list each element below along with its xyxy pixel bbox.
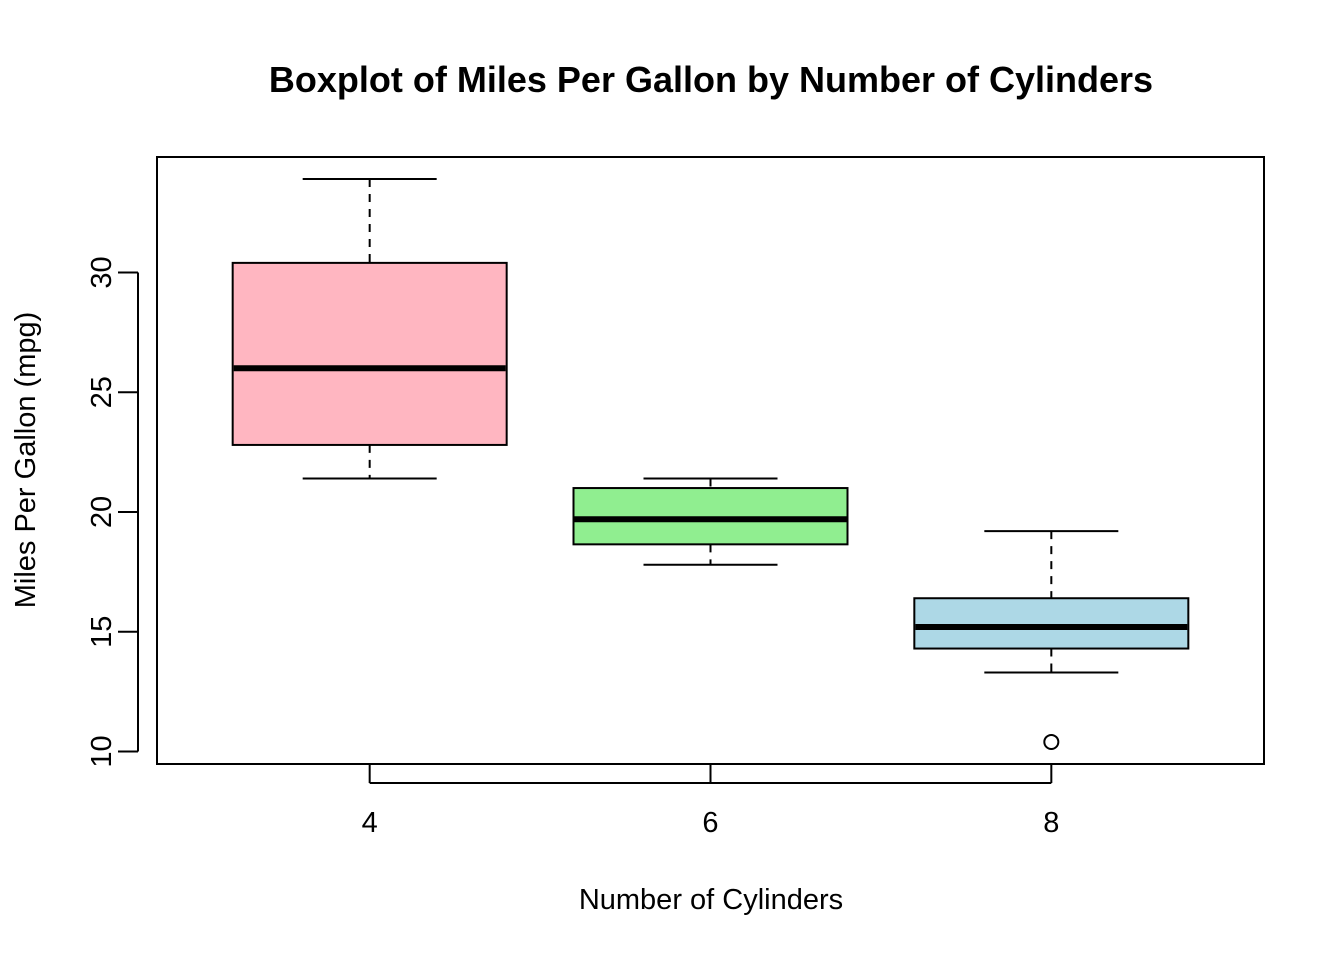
x-axis: 4 6 8 xyxy=(362,764,1059,839)
box-body xyxy=(231,261,508,446)
y-axis-label: Miles Per Gallon (mpg) xyxy=(10,312,42,609)
x-tick-label: 4 xyxy=(362,807,378,839)
x-tick-label: 8 xyxy=(1043,807,1059,839)
y-tick-label: 15 xyxy=(86,616,118,648)
x-axis-label: Number of Cylinders xyxy=(579,884,843,916)
box-group-4 xyxy=(231,178,508,480)
chart-title: Boxplot of Miles Per Gallon by Number of… xyxy=(269,59,1153,100)
y-axis: 10 15 20 25 30 xyxy=(86,256,139,768)
box-group-6 xyxy=(572,477,849,566)
x-tick-label: 6 xyxy=(702,807,718,839)
y-tick-label: 10 xyxy=(86,735,118,767)
y-tick-label: 30 xyxy=(86,256,118,288)
y-tick-label: 20 xyxy=(86,496,118,528)
box-group-8 xyxy=(913,530,1190,750)
box-series xyxy=(231,178,1190,750)
y-tick-label: 25 xyxy=(86,376,118,408)
outlier-point xyxy=(1043,733,1060,750)
box-body xyxy=(913,597,1190,650)
